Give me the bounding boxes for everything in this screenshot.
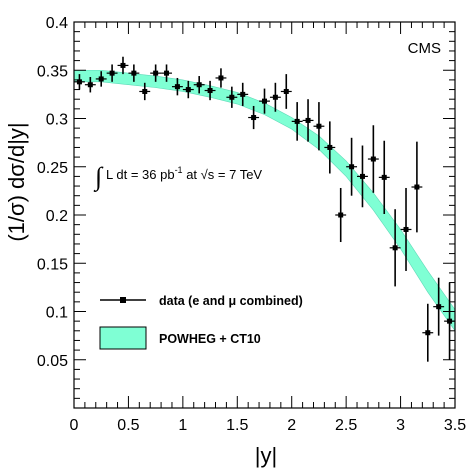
point-marker [240, 91, 246, 97]
point-marker [349, 164, 355, 170]
data-point [269, 82, 281, 112]
data-point [411, 141, 423, 233]
point-marker [338, 212, 344, 218]
x-tick-label: 1.5 [226, 417, 248, 434]
data-point [357, 145, 368, 208]
data-point [313, 102, 325, 151]
legend: data (e and μ combined) POWHEG + CT10 [99, 294, 303, 350]
legend-marker-band [99, 326, 147, 350]
x-axis-title: |y| [255, 443, 277, 468]
point-marker [207, 88, 213, 94]
y-axis-title: (1/σ) dσ/d|y| [4, 122, 29, 241]
y-tick-label: 0.1 [46, 305, 68, 322]
integral-sign: ∫ [93, 162, 104, 192]
data-point [128, 64, 140, 82]
point-marker [164, 70, 170, 76]
point-marker [229, 94, 235, 100]
y-tick-label: 0.15 [37, 256, 68, 273]
data-point [193, 76, 205, 94]
point-marker [76, 79, 82, 85]
data-point [74, 74, 85, 90]
point-marker [294, 118, 300, 124]
data-point [84, 77, 96, 93]
point-marker [218, 75, 224, 81]
data-point [215, 68, 227, 88]
point-marker [131, 70, 137, 76]
data-point [335, 187, 347, 243]
point-marker [262, 98, 267, 104]
point-marker [392, 245, 398, 251]
x-tick-label: 1 [178, 417, 187, 434]
point-marker [87, 82, 93, 88]
data-point [367, 125, 379, 193]
data-point [302, 99, 314, 142]
data-point [378, 140, 390, 215]
data-point [237, 82, 249, 106]
data-point [106, 64, 118, 82]
y-tick-label: 0.4 [46, 15, 68, 32]
point-marker [196, 82, 202, 88]
data-point [280, 74, 292, 109]
luminosity-text: L dt = 36 pb-1 at √s = 7 TeV [106, 165, 262, 182]
legend-marker-data [100, 297, 146, 303]
experiment-label: CMS [408, 40, 441, 57]
data-point [422, 303, 434, 362]
point-marker [370, 156, 376, 162]
point-marker [153, 70, 159, 76]
point-marker [425, 330, 431, 336]
point-marker [174, 84, 180, 90]
luminosity-annotation: ∫ L dt = 36 pb-1 at √s = 7 TeV [93, 162, 262, 192]
data-point [117, 56, 129, 75]
x-tick-label: 0 [70, 417, 79, 434]
legend-label-band: POWHEG + CT10 [159, 332, 261, 346]
point-marker [283, 88, 289, 94]
legend-label-data: data (e and μ combined) [159, 294, 303, 308]
point-marker [327, 144, 333, 150]
data-point [95, 71, 107, 87]
data-point [324, 121, 336, 174]
y-tick-label: 0.05 [37, 353, 68, 370]
data-point [248, 105, 260, 130]
data-point [226, 86, 238, 108]
point-marker [359, 173, 365, 179]
x-tick-label: 0.5 [117, 417, 139, 434]
data-point [150, 64, 162, 82]
data-point [204, 80, 216, 101]
data-point [182, 80, 194, 99]
point-marker [185, 87, 191, 93]
data-point [171, 77, 183, 96]
y-tick-label: 0.2 [46, 208, 68, 225]
point-marker [272, 94, 278, 100]
data-point [139, 82, 151, 101]
x-tick-label: 2.5 [335, 417, 357, 434]
axis-ticks: 0 0.5 1 1.5 2 2.5 3 3.5 0.05 0.1 0.15 0.2 0.25 0.3 0.3… [37, 15, 466, 434]
point-marker [109, 70, 115, 76]
data-point [291, 102, 303, 141]
y-tick-label: 0.25 [37, 160, 68, 177]
x-tick-label: 3.5 [444, 417, 466, 434]
point-marker [381, 174, 387, 180]
data-point [346, 137, 358, 196]
point-marker [305, 117, 311, 123]
point-marker [98, 76, 104, 82]
data-point [400, 187, 412, 271]
data-point [433, 277, 445, 336]
x-tick-label: 2 [287, 417, 296, 434]
data-points-layer [74, 56, 455, 362]
point-marker [251, 115, 257, 121]
point-marker [142, 88, 148, 94]
point-marker [436, 304, 442, 310]
data-point [389, 209, 401, 287]
x-tick-label: 3 [396, 417, 405, 434]
point-marker [403, 226, 409, 232]
point-marker [120, 62, 126, 68]
data-point [161, 64, 172, 82]
data-point [259, 88, 270, 114]
point-marker [414, 184, 420, 190]
y-tick-label: 0.35 [37, 63, 68, 80]
point-marker [316, 123, 322, 129]
y-tick-label: 0.3 [46, 112, 68, 129]
